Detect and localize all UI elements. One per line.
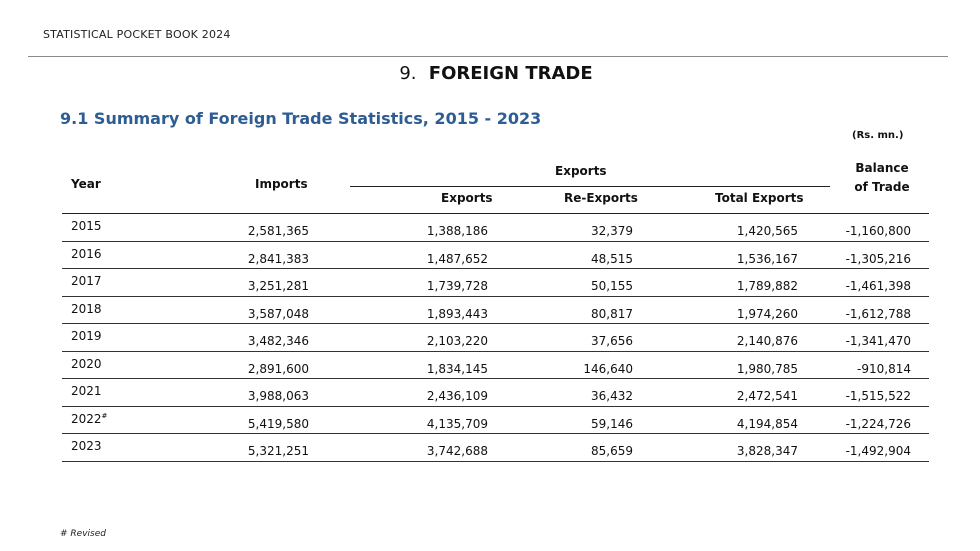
total-exports-cell: 1,536,167 — [736, 251, 798, 266]
column-header-reexports: Re-Exports — [564, 191, 638, 205]
total-exports-cell: 1,420,565 — [736, 224, 798, 238]
chapter-title: 9. FOREIGN TRADE — [0, 63, 980, 84]
year-value: 2015 — [71, 219, 102, 233]
year-cell: 2019 — [71, 329, 102, 343]
year-value: 2022 — [71, 411, 102, 426]
table-row: 2023 5,321,251 3,742,688 85,659 3,828,347 -1,… — [62, 434, 929, 462]
table-row: 2019 3,482,346 2,103,220 37,656 2,140,876 -1,… — [62, 324, 929, 352]
exports-cell: 3,742,688 — [426, 444, 488, 458]
year-cell: 2021 — [71, 384, 102, 398]
balance-cell: -1,160,800 — [845, 224, 911, 238]
reexports-cell: 80,817 — [591, 306, 633, 321]
year-cell: 2015 — [71, 219, 102, 233]
table-row: 2018 3,587,048 1,893,443 80,817 1,974,260 -1,… — [62, 297, 929, 324]
total-exports-cell: 2,140,876 — [736, 334, 798, 348]
table-row: 2016 2,841,383 1,487,652 48,515 1,536,167 -1,… — [62, 242, 929, 269]
table-row: 2021 3,988,063 2,436,109 36,432 2,472,541 -1,… — [62, 379, 929, 407]
reexports-cell: 36,432 — [591, 389, 633, 403]
imports-cell: 2,581,365 — [247, 224, 309, 238]
total-exports-cell: 1,974,260 — [736, 306, 798, 321]
total-exports-cell: 2,472,541 — [736, 389, 798, 403]
exports-group-divider — [350, 186, 830, 187]
column-header-year: Year — [71, 177, 101, 191]
year-cell: 2020 — [71, 357, 102, 371]
exports-cell: 2,436,109 — [426, 389, 488, 403]
section-title: 9.1 Summary of Foreign Trade Statistics,… — [60, 109, 542, 128]
imports-cell: 3,482,346 — [247, 334, 309, 348]
year-cell: 2022# — [71, 412, 107, 426]
year-cell: 2016 — [71, 247, 102, 261]
trade-table-body: 2015 2,581,365 1,388,186 32,379 1,420,565 -1,… — [62, 214, 929, 462]
imports-cell: 5,419,580 — [247, 416, 309, 431]
balance-cell: -1,305,216 — [845, 251, 911, 266]
reexports-cell: 50,155 — [591, 279, 633, 293]
reexports-cell: 85,659 — [591, 444, 633, 458]
year-cell: 2023 — [71, 439, 102, 453]
reexports-cell: 32,379 — [591, 224, 633, 238]
imports-cell: 5,321,251 — [247, 444, 309, 458]
reexports-cell: 59,146 — [591, 416, 633, 431]
year-cell: 2018 — [71, 302, 102, 316]
chapter-number: 9. — [399, 63, 417, 84]
total-exports-cell: 4,194,854 — [736, 416, 798, 431]
balance-cell: -1,492,904 — [845, 444, 911, 458]
footnote: # Revised — [60, 529, 106, 539]
imports-cell: 2,891,600 — [247, 361, 309, 376]
year-value: 2017 — [71, 274, 102, 288]
chapter-title-text: FOREIGN TRADE — [428, 63, 593, 84]
column-header-exports: Exports — [441, 191, 493, 205]
table-row: 2020 2,891,600 1,834,145 146,640 1,980,785 -9… — [62, 352, 929, 379]
year-value: 2018 — [71, 301, 102, 316]
exports-cell: 1,487,652 — [426, 251, 488, 266]
year-value: 2016 — [71, 246, 102, 261]
balance-cell: -1,612,788 — [845, 306, 911, 321]
reexports-cell: 48,515 — [591, 251, 633, 266]
balance-cell: -1,224,726 — [845, 416, 911, 431]
column-group-header-exports: Exports — [555, 164, 607, 178]
exports-cell: 1,739,728 — [426, 279, 488, 293]
table-row: 2017 3,251,281 1,739,728 50,155 1,789,882 -1,… — [62, 269, 929, 297]
revised-marker: # — [101, 411, 108, 420]
balance-cell: -1,461,398 — [845, 279, 911, 293]
exports-cell: 2,103,220 — [426, 334, 488, 348]
table-top-divider — [62, 213, 929, 214]
header-divider — [28, 56, 948, 57]
year-value: 2021 — [71, 384, 102, 398]
unit-label: (Rs. mn.) — [852, 130, 904, 141]
reexports-cell: 146,640 — [583, 361, 633, 376]
exports-cell: 1,834,145 — [426, 361, 488, 376]
imports-cell: 2,841,383 — [247, 251, 309, 266]
reexports-cell: 37,656 — [591, 334, 633, 348]
balance-header-line2: of Trade — [854, 180, 910, 194]
year-value: 2020 — [71, 356, 102, 371]
column-header-total-exports: Total Exports — [715, 191, 804, 205]
balance-header-line1: Balance — [855, 161, 909, 175]
table-row: 2022# 5,419,580 4,135,709 59,146 4,194,854 -1… — [62, 407, 929, 434]
imports-cell: 3,587,048 — [247, 306, 309, 321]
year-cell: 2017 — [71, 274, 102, 288]
year-value: 2023 — [71, 439, 102, 453]
balance-cell: -1,341,470 — [845, 334, 911, 348]
year-value: 2019 — [71, 329, 102, 343]
exports-cell: 1,388,186 — [426, 224, 488, 238]
exports-cell: 1,893,443 — [426, 306, 488, 321]
total-exports-cell: 1,789,882 — [736, 279, 798, 293]
book-header-title: STATISTICAL POCKET BOOK 2024 — [43, 28, 231, 41]
column-header-balance-of-trade: Balance of Trade — [838, 159, 926, 197]
imports-cell: 3,988,063 — [247, 389, 309, 403]
table-row: 2015 2,581,365 1,388,186 32,379 1,420,565 -1,… — [62, 214, 929, 242]
exports-cell: 4,135,709 — [426, 416, 488, 431]
imports-cell: 3,251,281 — [247, 279, 309, 293]
total-exports-cell: 1,980,785 — [736, 361, 798, 376]
total-exports-cell: 3,828,347 — [736, 444, 798, 458]
balance-cell: -910,814 — [857, 361, 911, 376]
balance-cell: -1,515,522 — [845, 389, 911, 403]
column-header-imports: Imports — [255, 177, 308, 191]
